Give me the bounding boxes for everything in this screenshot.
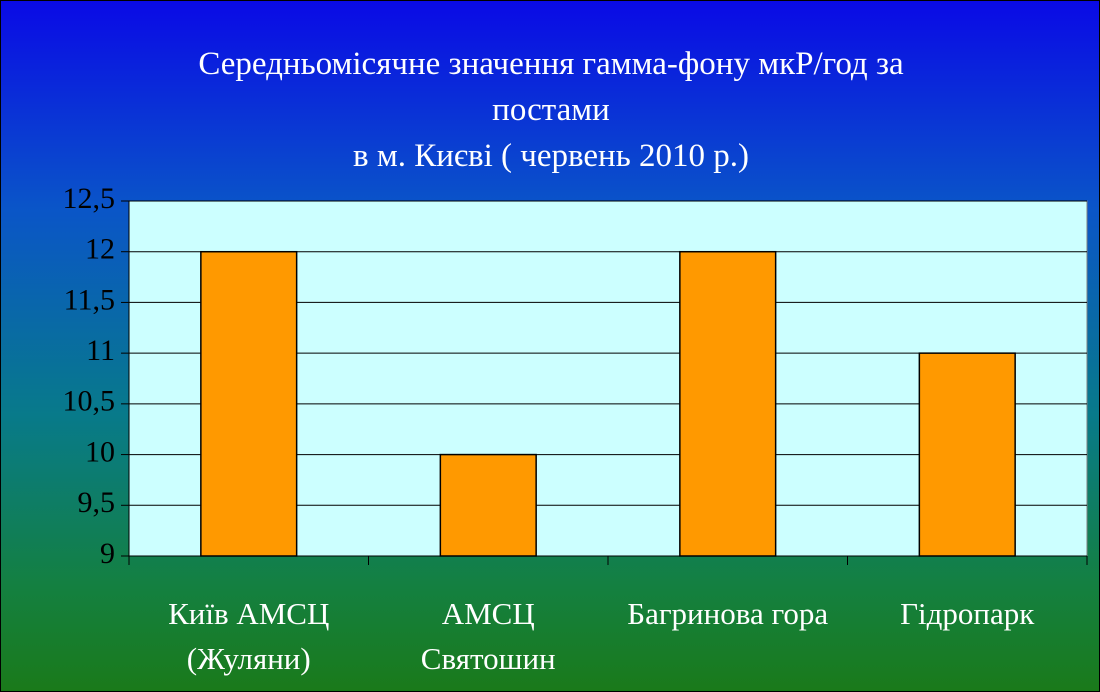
x-tick-label: Багринова гора [627, 596, 829, 631]
y-tick-label: 11 [86, 334, 115, 367]
y-tick-label: 10 [85, 435, 115, 468]
y-tick-label: 9,5 [78, 486, 116, 519]
bar [200, 250, 298, 557]
bar [439, 453, 537, 557]
x-tick-label: Гідропарк [900, 596, 1035, 631]
y-tick-label: 10,5 [63, 385, 116, 418]
x-tick-label: АМСЦ Святошин [420, 596, 556, 676]
x-tick-label: Київ АМСЦ (Жуляни) [168, 596, 330, 676]
y-tick-label: 12 [85, 233, 115, 266]
y-tick-label: 9 [100, 537, 115, 570]
bar [918, 352, 1016, 557]
y-tick-label: 11,5 [64, 283, 115, 316]
bar [679, 250, 777, 557]
y-tick-label: 12,5 [63, 182, 116, 215]
chart-title: Середньомісячне значення гамма-фону мкР/… [198, 46, 904, 174]
